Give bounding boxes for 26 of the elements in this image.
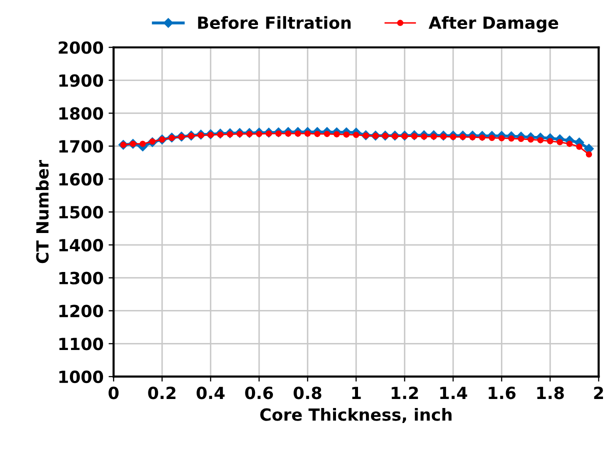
x-tick-label: 1.4 <box>440 386 468 399</box>
x-axis-title: Core Thickness, inch <box>260 408 452 424</box>
y-tick-label: 1500 <box>59 206 104 219</box>
x-tick-label: 0.8 <box>294 386 322 400</box>
x-tick-label: 0.4 <box>196 386 225 400</box>
y-tick-label: 1300 <box>59 272 104 284</box>
y-tick-label: 1800 <box>59 107 104 120</box>
y-tick-label: 1600 <box>59 173 104 186</box>
y-tick-label: 1000 <box>59 370 104 384</box>
x-tick-label: 0.6 <box>245 386 273 400</box>
y-axis-title: CT Number <box>36 160 49 264</box>
y-tick-label: 1700 <box>59 140 104 153</box>
x-tick-label: 1.8 <box>537 386 564 400</box>
y-tick-label: 1900 <box>59 74 104 87</box>
y-tick-label: 2000 <box>58 41 104 54</box>
y-tick-label: 1100 <box>59 338 104 350</box>
y-tick-label: 1200 <box>59 304 104 318</box>
x-tick-label: 0 <box>108 386 119 400</box>
y-tick-label: 1400 <box>59 238 104 252</box>
legend-label: After Damage <box>428 16 558 32</box>
x-tick-label: 2 <box>594 386 603 399</box>
legend-label: Before Filtration <box>198 16 351 29</box>
x-tick-label: 0.2 <box>148 386 176 400</box>
x-tick-label: 1 <box>352 386 361 399</box>
x-tick-label: 1.6 <box>488 386 516 400</box>
x-tick-label: 1.2 <box>392 386 418 399</box>
